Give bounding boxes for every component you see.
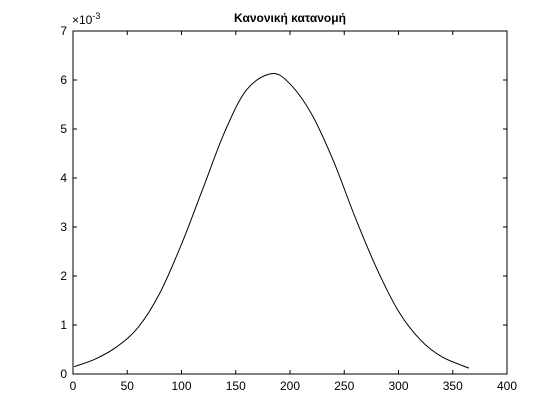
y-multiplier-exponent: -3 xyxy=(92,11,100,21)
y-tick-label: 6 xyxy=(60,73,67,87)
y-tick-label: 3 xyxy=(60,220,67,234)
y-multiplier-label: ×10-3 xyxy=(72,11,100,27)
x-tick-label: 150 xyxy=(226,379,246,393)
y-tick-label: 1 xyxy=(60,318,67,332)
x-tick-label: 0 xyxy=(70,379,77,393)
y-multiplier-base: ×10 xyxy=(72,13,93,27)
x-tick-label: 200 xyxy=(280,379,300,393)
x-tick-label: 250 xyxy=(334,379,354,393)
x-axis: 0 50 100 150 200 250 300 350 400 xyxy=(70,31,517,393)
y-tick-label: 5 xyxy=(60,122,67,136)
x-tick-label: 350 xyxy=(443,379,463,393)
normal-distribution-line xyxy=(73,73,470,369)
y-tick-label: 4 xyxy=(60,171,67,185)
y-tick-label: 2 xyxy=(60,269,67,283)
y-tick-label: 7 xyxy=(60,24,67,38)
chart-title: Κανονική κατανομή xyxy=(234,11,346,25)
x-tick-label: 50 xyxy=(121,379,135,393)
y-tick-label: 0 xyxy=(60,367,67,381)
x-tick-label: 300 xyxy=(388,379,408,393)
x-tick-label: 400 xyxy=(497,379,517,393)
x-tick-label: 100 xyxy=(171,379,191,393)
y-axis: 0 1 2 3 4 5 6 7 xyxy=(60,24,507,381)
plot-area xyxy=(72,30,508,375)
